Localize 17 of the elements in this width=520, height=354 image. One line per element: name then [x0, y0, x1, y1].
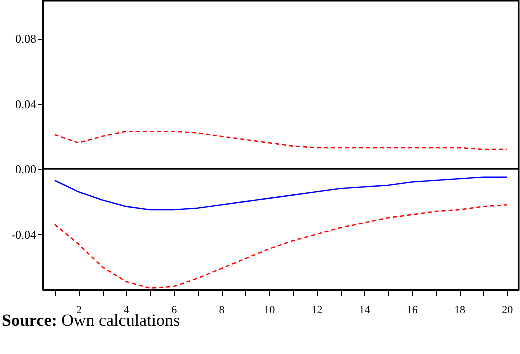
x-tick-label: 18: [454, 304, 466, 316]
x-tick-label: 4: [124, 304, 130, 316]
line-series: [54, 204, 508, 290]
x-tick-label: 14: [359, 304, 371, 316]
line-series: [54, 130, 508, 150]
y-tick-label: -0.04: [12, 228, 36, 242]
line-series: [54, 176, 508, 211]
x-tick-label: 20: [502, 304, 514, 316]
x-tick-label: 8: [219, 304, 226, 316]
y-tick-label: 0.00: [16, 162, 36, 177]
y-tick-label: 0.08: [16, 32, 36, 46]
x-tick-label: 6: [172, 304, 178, 316]
x-tick-label: 12: [312, 304, 323, 316]
x-tick-label: 2: [76, 304, 82, 316]
y-tick-label: 0.04: [16, 97, 36, 112]
x-tick-label: 10: [264, 304, 276, 316]
x-tick-label: 16: [406, 304, 418, 316]
